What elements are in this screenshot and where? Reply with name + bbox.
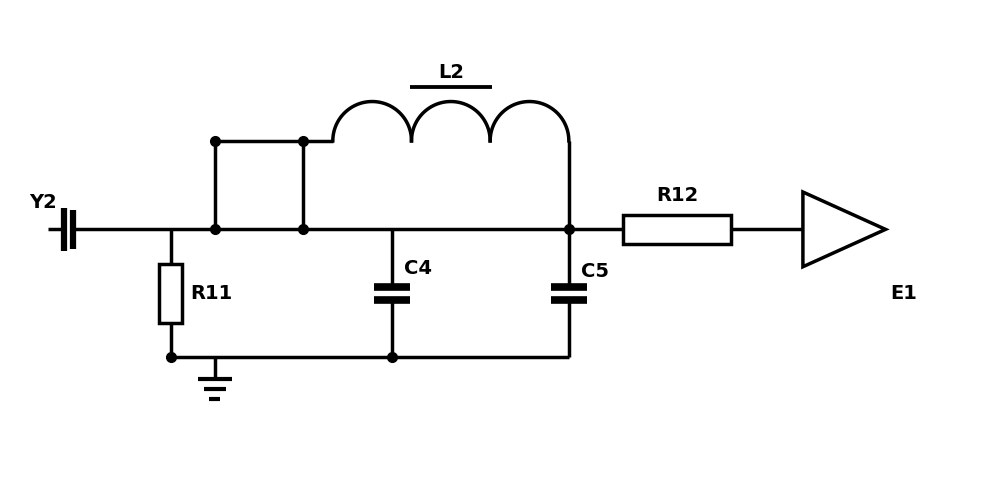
Polygon shape — [803, 192, 886, 267]
Bar — [159, 264, 182, 323]
Text: R11: R11 — [190, 284, 232, 303]
Text: R12: R12 — [656, 186, 698, 205]
Bar — [623, 215, 731, 244]
Text: E1: E1 — [890, 284, 917, 303]
Text: Y2: Y2 — [29, 193, 57, 212]
Text: C4: C4 — [404, 259, 432, 278]
Text: L2: L2 — [438, 63, 464, 82]
Text: C5: C5 — [581, 262, 609, 281]
